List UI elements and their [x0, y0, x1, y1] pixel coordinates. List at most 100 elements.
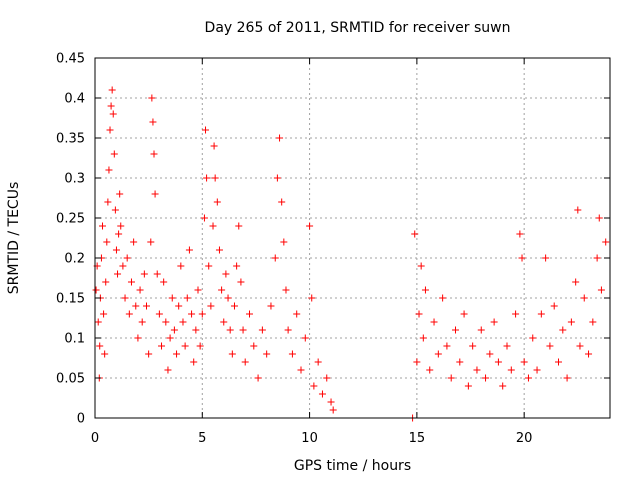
- data-point: [550, 302, 558, 310]
- data-point: [230, 302, 238, 310]
- data-point: [306, 222, 314, 230]
- data-point: [102, 278, 110, 286]
- y-tick-label: 0.45: [56, 52, 85, 67]
- x-tick-label: 0: [91, 431, 99, 446]
- data-point: [460, 310, 468, 318]
- x-tick-label: 20: [516, 431, 533, 446]
- data-point: [158, 342, 166, 350]
- data-point: [149, 118, 157, 126]
- data-point: [220, 318, 228, 326]
- axis-ticks: [94, 57, 610, 419]
- data-point: [125, 310, 133, 318]
- chart-title: Day 265 of 2011, SRMTID for receiver suw…: [205, 20, 511, 36]
- data-point: [132, 302, 140, 310]
- y-tick-label: 0.3: [64, 172, 85, 187]
- data-point: [589, 318, 597, 326]
- data-point: [507, 366, 515, 374]
- data-point: [469, 342, 477, 350]
- data-point: [597, 286, 605, 294]
- data-point: [323, 374, 331, 382]
- data-point: [524, 374, 532, 382]
- data-point: [241, 358, 249, 366]
- data-point: [434, 350, 442, 358]
- data-point: [166, 334, 174, 342]
- data-point: [192, 326, 200, 334]
- data-point: [150, 150, 158, 158]
- data-point: [293, 310, 301, 318]
- data-point: [574, 206, 582, 214]
- y-tick-label: 0.15: [56, 292, 85, 307]
- data-point: [160, 278, 168, 286]
- y-tick-labels: 0 0.05 0.1 0.15 0.2 0.25 0.3 0.35 0.4 0.45: [56, 52, 85, 427]
- data-point: [130, 238, 138, 246]
- data-point: [210, 142, 218, 150]
- data-point: [452, 326, 459, 334]
- data-point: [602, 238, 610, 246]
- data-point: [276, 134, 284, 142]
- data-point: [310, 382, 318, 390]
- data-point: [233, 262, 241, 270]
- data-point: [147, 238, 155, 246]
- y-tick-label: 0.05: [56, 372, 85, 387]
- data-point: [482, 374, 490, 382]
- data-point: [108, 86, 116, 94]
- data-point: [168, 294, 176, 302]
- data-point: [110, 150, 118, 158]
- data-point: [520, 358, 528, 366]
- data-point: [529, 334, 537, 342]
- y-tick-label: 0.4: [64, 92, 85, 107]
- data-point: [114, 270, 122, 278]
- data-point: [119, 262, 127, 270]
- data-point: [537, 310, 545, 318]
- data-point: [109, 110, 117, 118]
- data-point: [104, 198, 112, 206]
- data-point: [284, 326, 292, 334]
- data-point: [198, 310, 206, 318]
- data-point: [490, 318, 498, 326]
- data-point: [190, 358, 198, 366]
- data-point: [237, 278, 245, 286]
- data-point: [145, 350, 153, 358]
- data-point: [327, 398, 335, 406]
- x-tick-label: 5: [198, 431, 206, 446]
- data-point: [486, 350, 494, 358]
- y-tick-label: 0.1: [64, 332, 85, 347]
- data-point: [215, 246, 223, 254]
- data-point: [226, 326, 234, 334]
- data-point: [572, 278, 580, 286]
- data-point: [202, 126, 210, 134]
- data-point: [207, 302, 215, 310]
- x-tick-label: 10: [301, 431, 318, 446]
- data-point: [563, 374, 571, 382]
- data-point: [518, 254, 526, 262]
- data-point: [593, 254, 601, 262]
- data-point: [209, 222, 217, 230]
- data-point: [228, 350, 236, 358]
- data-point: [151, 190, 159, 198]
- data-point: [443, 342, 451, 350]
- y-tick-label: 0.2: [64, 252, 85, 267]
- data-point: [576, 342, 584, 350]
- data-point: [417, 262, 425, 270]
- data-point: [533, 366, 541, 374]
- data-point: [271, 254, 279, 262]
- data-point: [164, 366, 172, 374]
- data-point: [99, 222, 107, 230]
- data-point: [121, 294, 129, 302]
- data-point: [464, 382, 472, 390]
- data-point: [194, 286, 202, 294]
- data-point: [447, 374, 455, 382]
- data-point: [162, 318, 170, 326]
- data-point: [179, 318, 187, 326]
- data-point: [473, 366, 481, 374]
- x-tick-label: 15: [409, 431, 426, 446]
- data-point: [96, 342, 104, 350]
- x-axis-title: GPS time / hours: [294, 458, 411, 474]
- data-point: [138, 318, 146, 326]
- data-point: [100, 310, 108, 318]
- data-point: [280, 238, 288, 246]
- plot-frame: [94, 57, 611, 419]
- data-point: [116, 190, 124, 198]
- data-point: [155, 310, 163, 318]
- data-point: [196, 342, 204, 350]
